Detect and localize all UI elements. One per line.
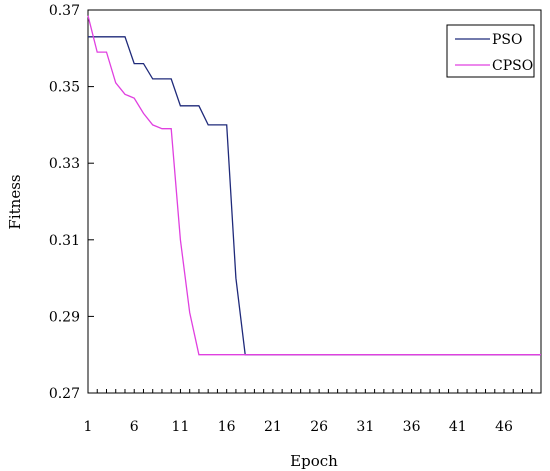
y-axis-label: Fitness [6, 174, 24, 229]
x-tick-label: 6 [130, 419, 139, 435]
y-axis-ticks: 0.27 0.29 0.31 0.33 0.35 0.37 [49, 3, 94, 402]
y-tick-label: 0.31 [49, 233, 80, 249]
y-tick-label: 0.35 [49, 80, 80, 96]
x-axis-ticks: 1 6 11 16 21 26 31 36 41 46 [84, 389, 542, 435]
series-layer [87, 15, 541, 356]
legend: PSO CPSO [446, 24, 535, 78]
y-tick-label: 0.37 [49, 3, 80, 19]
x-tick-label: 41 [449, 419, 467, 435]
y-tick-label: 0.33 [49, 156, 80, 172]
x-tick-label: 31 [356, 419, 374, 435]
x-tick-label: 26 [310, 419, 328, 435]
x-axis-label: Epoch [290, 452, 338, 470]
x-tick-label: 46 [495, 419, 513, 435]
x-tick-label: 36 [403, 419, 421, 435]
x-tick-label: 16 [218, 419, 236, 435]
legend-label-pso: PSO [492, 32, 523, 48]
plot-area [87, 9, 542, 394]
plot-frame [87, 9, 542, 394]
x-tick-label: 1 [84, 419, 93, 435]
series-line-cpso [87, 15, 541, 356]
y-tick-label: 0.29 [49, 309, 80, 325]
x-tick-label: 11 [172, 419, 190, 435]
legend-box [446, 24, 535, 78]
x-tick-label: 21 [264, 419, 282, 435]
legend-label-cpso: CPSO [492, 58, 533, 74]
y-tick-label: 0.27 [49, 386, 80, 402]
series-line-pso [88, 36, 541, 356]
